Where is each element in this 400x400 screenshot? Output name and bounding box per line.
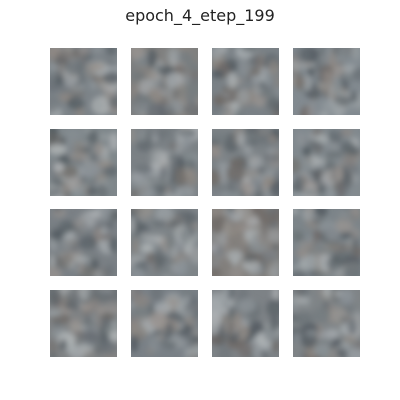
generated-sample-tile — [293, 209, 360, 276]
generated-sample-tile — [293, 48, 360, 115]
sample-grid — [50, 48, 360, 357]
noise-texture — [212, 129, 279, 196]
generated-sample-tile — [131, 209, 198, 276]
noise-texture — [50, 209, 117, 276]
noise-texture — [212, 48, 279, 115]
noise-texture — [50, 48, 117, 115]
noise-texture — [212, 290, 279, 357]
generated-sample-tile — [131, 48, 198, 115]
generated-sample-tile — [212, 48, 279, 115]
generated-sample-tile — [50, 209, 117, 276]
generated-sample-tile — [293, 290, 360, 357]
generated-sample-tile — [50, 129, 117, 196]
noise-texture — [293, 129, 360, 196]
generated-sample-tile — [131, 290, 198, 357]
noise-texture — [131, 48, 198, 115]
noise-texture — [131, 129, 198, 196]
noise-texture — [293, 209, 360, 276]
generated-sample-tile — [212, 129, 279, 196]
generated-sample-tile — [293, 129, 360, 196]
noise-texture — [131, 209, 198, 276]
generated-sample-tile — [50, 290, 117, 357]
generated-sample-tile — [212, 290, 279, 357]
noise-texture — [131, 290, 198, 357]
noise-texture — [50, 129, 117, 196]
noise-texture — [50, 290, 117, 357]
generated-sample-tile — [50, 48, 117, 115]
noise-texture — [212, 209, 279, 276]
noise-texture — [293, 290, 360, 357]
noise-texture — [293, 48, 360, 115]
generated-sample-tile — [212, 209, 279, 276]
generated-sample-tile — [131, 129, 198, 196]
figure-title: epoch_4_etep_199 — [125, 6, 275, 25]
